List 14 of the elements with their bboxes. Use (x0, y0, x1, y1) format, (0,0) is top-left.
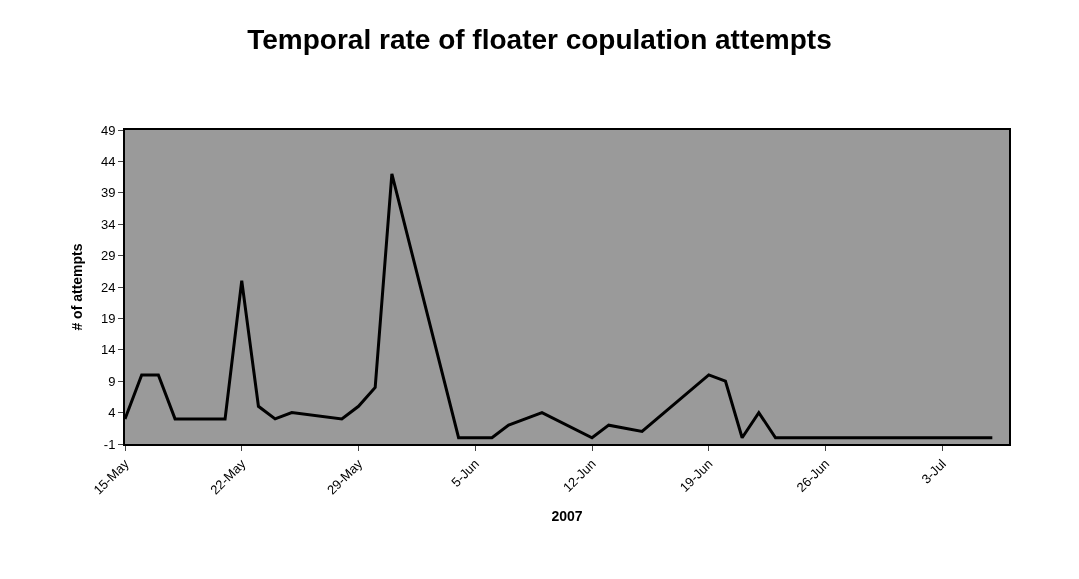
y-axis-title: # of attempts (69, 243, 86, 331)
y-tick-label: 39 (100, 185, 116, 201)
y-tick-label: 34 (100, 216, 116, 232)
y-tick-label: 44 (100, 153, 116, 169)
y-tick-label: 19 (100, 310, 116, 326)
y-tick-label: 29 (100, 248, 116, 264)
y-tick-label: -1 (103, 436, 116, 452)
y-tick-label: 14 (100, 342, 116, 358)
y-tick-label: 24 (100, 279, 116, 295)
y-tick-label: 9 (108, 373, 116, 389)
x-axis-title: 2007 (551, 508, 583, 525)
y-tick-label: 4 (108, 405, 116, 421)
y-tick-label: 49 (100, 122, 116, 138)
chart-title: Temporal rate of floater copulation attempts (247, 23, 832, 55)
